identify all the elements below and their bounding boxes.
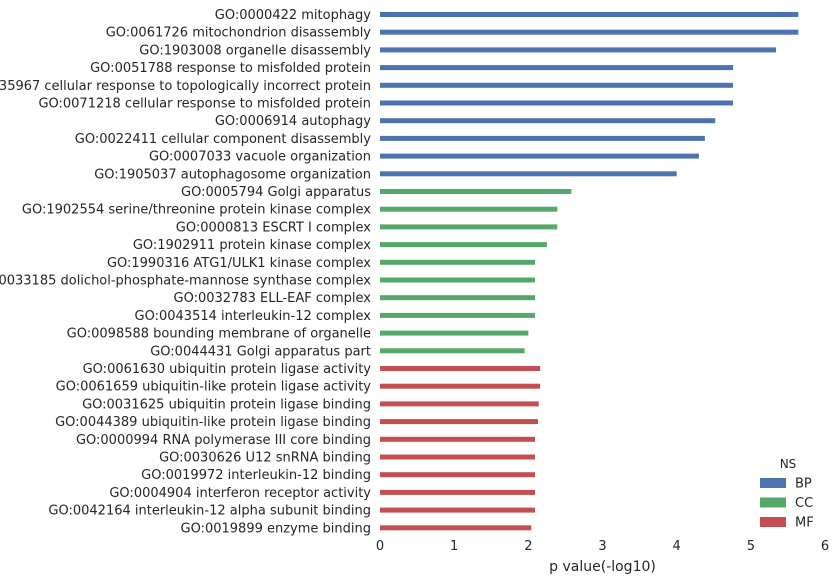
category-label: GO:0000813 ESCRT I complex: [176, 220, 372, 235]
category-label: GO:0042164 interleukin-12 alpha subunit …: [48, 504, 371, 519]
bar-15: [380, 277, 536, 283]
legend-swatch-mf: [760, 517, 786, 527]
legend-label-cc: CC: [795, 496, 813, 511]
category-label: GO:0071218 cellular response to misfolde…: [38, 97, 371, 112]
category-label: GO:0000994 RNA polymerase III core bindi…: [76, 433, 371, 448]
category-label: GO:1902554 serine/threonine protein kina…: [22, 203, 371, 218]
x-tick-label: 1: [450, 539, 458, 554]
bar-7: [380, 135, 705, 141]
x-tick-label: 3: [598, 539, 606, 554]
category-label: GO:0019899 enzyme binding: [181, 521, 372, 536]
x-tick-label: 4: [673, 539, 681, 554]
bars-group: [380, 12, 799, 531]
bar-12: [380, 224, 558, 230]
bar-9: [380, 171, 677, 177]
category-label: GO:0033185 dolichol-phosphate-mannose sy…: [0, 274, 371, 289]
bar-1: [380, 29, 799, 35]
category-label: GO:0005794 Golgi apparatus: [181, 185, 371, 200]
category-label: GO:1990316 ATG1/ULK1 kinase complex: [107, 256, 371, 271]
bar-23: [380, 419, 538, 425]
category-label: GO:0031625 ubiquitin protein ligase bind…: [82, 397, 371, 412]
legend-swatch-bp: [760, 478, 786, 488]
category-label: GO:0000422 mitophagy: [215, 8, 372, 23]
category-label: GO:0022411 cellular component disassembl…: [75, 132, 372, 147]
category-label: GO:0007033 vacuole organization: [149, 150, 371, 165]
bar-28: [380, 507, 536, 513]
bar-14: [380, 259, 536, 265]
bar-29: [380, 525, 532, 531]
bar-4: [380, 82, 734, 88]
category-label: GO:0044431 Golgi apparatus part: [150, 344, 371, 359]
bar-6: [380, 118, 716, 124]
x-axis-ticks-group: 0 1 2 3 4 5 6: [376, 539, 829, 554]
bar-24: [380, 436, 536, 442]
bar-25: [380, 454, 536, 460]
bar-8: [380, 153, 699, 159]
category-label: GO:0006914 autophagy: [215, 114, 371, 129]
category-label: GO:0004904 interferon receptor activity: [109, 486, 371, 501]
bar-26: [380, 472, 536, 478]
category-label: GO:0019972 interleukin-12 binding: [141, 468, 371, 483]
bar-10: [380, 189, 572, 194]
x-tick-label: 5: [747, 539, 755, 554]
legend-title: NS: [780, 457, 797, 471]
category-label: GO:0030626 U12 snRNA binding: [159, 451, 371, 466]
bar-27: [380, 489, 536, 495]
bar-20: [380, 366, 541, 371]
x-tick-label: 6: [821, 539, 829, 554]
category-label: GO:0051788 response to misfolded protein: [90, 61, 371, 76]
bar-21: [380, 383, 541, 389]
legend-swatch-cc: [760, 497, 786, 508]
bar-2: [380, 47, 777, 53]
category-label: GO:1902911 protein kinase complex: [133, 238, 371, 253]
bar-22: [380, 401, 539, 407]
category-label: GO:0061630 ubiquitin protein ligase acti…: [83, 362, 372, 377]
x-tick-label: 0: [376, 539, 384, 554]
category-label: GO:0061659 ubiquitin-like protein ligase…: [56, 380, 372, 395]
category-label: GO:0098588 bounding membrane of organell…: [67, 327, 371, 342]
x-axis-title: p value(-log10): [549, 559, 656, 575]
bar-18: [380, 330, 529, 336]
x-tick-label: 2: [524, 539, 532, 554]
legend-label-mf: MF: [795, 516, 814, 531]
category-label: GO:0035967 cellular response to topologi…: [0, 79, 371, 94]
bar-17: [380, 312, 536, 318]
bar-3: [380, 65, 734, 71]
bar-0: [380, 12, 799, 17]
category-label: GO:1903008 organelle disassembly: [139, 43, 371, 58]
category-labels-group: GO:0000422 mitophagy GO:0061726 mitochond…: [0, 8, 371, 536]
bar-16: [380, 295, 536, 301]
legend: NS BP CC MF: [760, 457, 814, 531]
legend-label-bp: BP: [795, 477, 812, 492]
bar-5: [380, 100, 734, 106]
bar-19: [380, 348, 525, 354]
category-label: GO:0043514 interleukin-12 complex: [135, 309, 372, 324]
category-label: GO:0044389 ubiquitin-like protein ligase…: [55, 415, 371, 430]
category-label: GO:0061726 mitochondrion disassembly: [106, 26, 372, 41]
category-label: GO:0032783 ELL-EAF complex: [174, 291, 372, 306]
category-label: GO:1905037 autophagosome organization: [94, 167, 371, 182]
bar-11: [380, 206, 558, 212]
bar-13: [380, 242, 547, 248]
